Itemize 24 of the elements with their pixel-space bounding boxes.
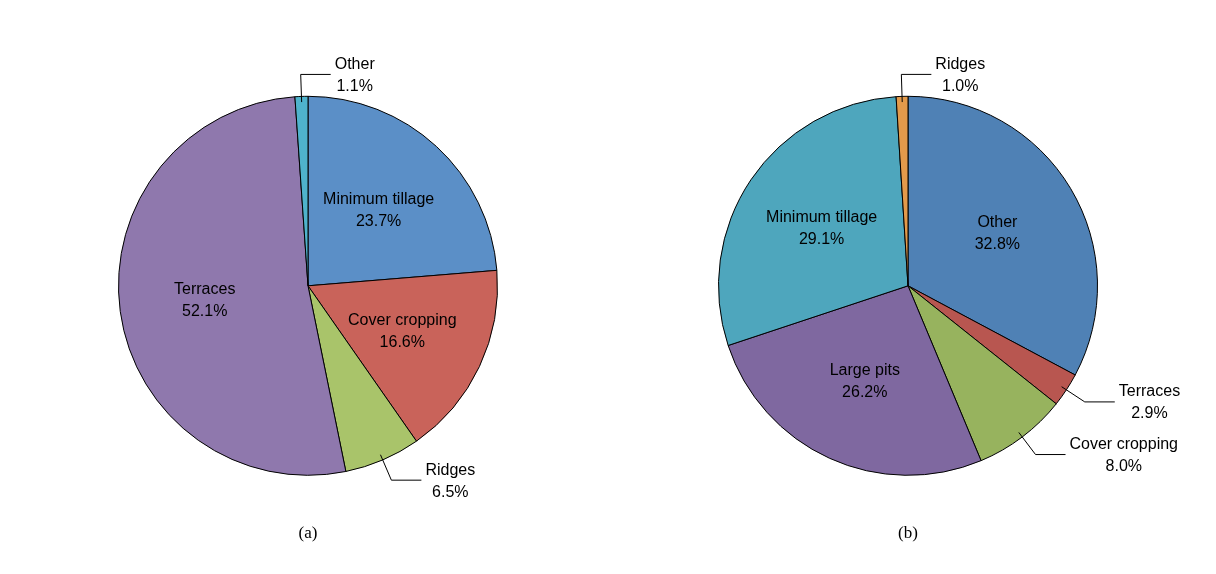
- text: (a): [298, 523, 318, 543]
- slice-label: Terraces: [174, 280, 236, 298]
- slice-label: Ridges: [935, 54, 986, 72]
- data-label: 29.1%: [798, 229, 845, 247]
- slice-label: Other: [334, 54, 376, 72]
- data-label: 1.0%: [942, 76, 979, 94]
- data-label: 32.8%: [974, 234, 1021, 252]
- slice-label: Minimum tillage: [323, 189, 435, 207]
- data-label: 26.2%: [842, 383, 888, 401]
- slice-label: Other: [977, 212, 1019, 230]
- slice-label: Ridges: [425, 460, 476, 478]
- slice-label: Large pits: [829, 361, 900, 379]
- slice-label: Minimum tillage: [766, 207, 878, 225]
- slice-label: Terraces: [1118, 382, 1181, 400]
- data-label: 1.1%: [336, 76, 373, 94]
- data-label: 2.9%: [1131, 404, 1168, 422]
- slice-label: Cover cropping: [348, 310, 457, 328]
- slice-label: Cover cropping: [1069, 434, 1179, 452]
- data-label: 16.6%: [379, 332, 425, 350]
- text: (b): [898, 523, 918, 543]
- data-label: 8.0%: [1105, 456, 1142, 474]
- data-label: 23.7%: [355, 211, 402, 229]
- data-label: 6.5%: [432, 482, 469, 500]
- data-label: 52.1%: [182, 302, 228, 320]
